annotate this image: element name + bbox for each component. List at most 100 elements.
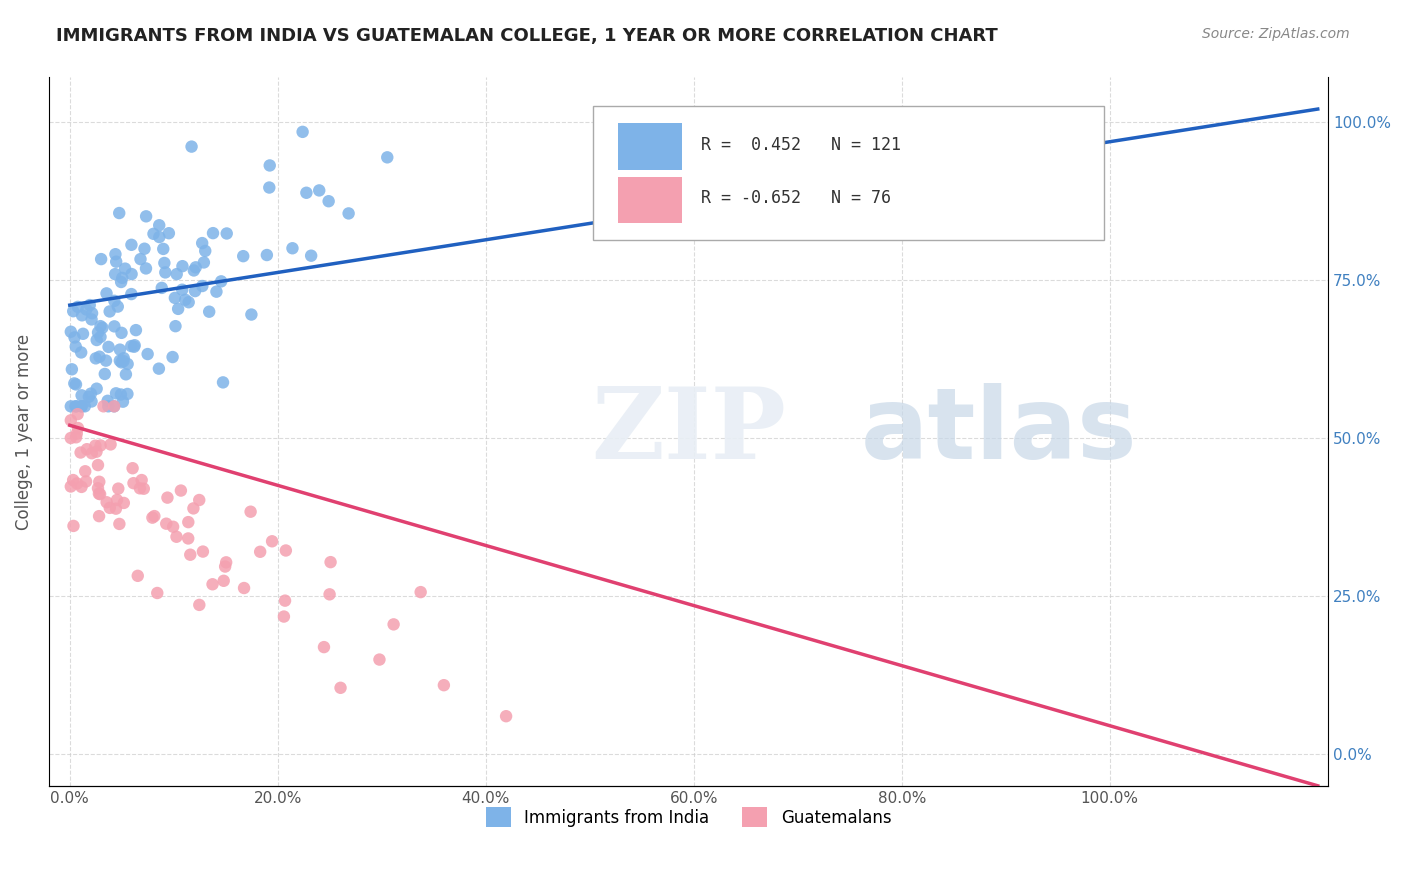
Point [174, 293, 197, 307]
Point [166, 530, 188, 544]
Point [312, 640, 335, 654]
Point [80, 386, 103, 401]
Point [62, 473, 84, 487]
Point [177, 295, 200, 310]
Point [148, 219, 170, 233]
Point [125, 323, 148, 337]
Point [104, 247, 127, 261]
Point [117, 387, 139, 401]
Text: R =  0.452   N = 121: R = 0.452 N = 121 [702, 136, 901, 153]
Point [90, 252, 112, 266]
Point [121, 267, 143, 281]
Point [97, 340, 120, 354]
Point [212, 574, 235, 588]
Point [110, 326, 132, 340]
Point [96, 286, 118, 301]
Point [249, 545, 271, 559]
Point [375, 150, 398, 164]
Point [170, 483, 193, 498]
Point [94, 367, 117, 381]
Point [318, 194, 340, 209]
Text: Source: ZipAtlas.com: Source: ZipAtlas.com [1202, 27, 1350, 41]
Point [142, 227, 165, 241]
Point [65, 400, 87, 414]
Point [172, 259, 194, 273]
Point [89, 319, 111, 334]
Point [87, 509, 110, 524]
Point [188, 598, 211, 612]
Point [433, 678, 456, 692]
Point [66, 421, 89, 435]
Point [70, 345, 93, 359]
Point [75, 302, 97, 317]
Point [76, 442, 98, 457]
Point [121, 461, 143, 475]
Point [112, 351, 135, 366]
Point [66, 476, 89, 491]
Point [194, 244, 217, 258]
Point [114, 261, 136, 276]
Point [97, 400, 120, 414]
Point [155, 516, 177, 531]
Point [141, 510, 163, 524]
Point [59, 400, 82, 414]
Point [84, 351, 107, 366]
Point [163, 291, 186, 305]
Point [73, 400, 96, 414]
Point [150, 281, 173, 295]
Point [120, 287, 142, 301]
Point [63, 376, 86, 391]
Point [180, 139, 202, 153]
Point [295, 186, 318, 200]
Point [201, 577, 224, 591]
Text: atlas: atlas [862, 383, 1137, 480]
Point [84, 439, 107, 453]
Point [65, 377, 87, 392]
Point [98, 500, 121, 515]
Point [167, 301, 190, 316]
Point [166, 267, 188, 281]
Point [70, 400, 93, 414]
Point [100, 437, 122, 451]
Point [89, 350, 111, 364]
Point [165, 319, 187, 334]
Point [117, 357, 139, 371]
FancyBboxPatch shape [592, 106, 1104, 240]
Point [135, 261, 157, 276]
Point [188, 493, 211, 508]
Point [94, 353, 117, 368]
Point [191, 236, 214, 251]
Point [65, 400, 87, 414]
Point [90, 438, 112, 452]
Point [93, 400, 115, 414]
Point [368, 652, 391, 666]
Point [495, 709, 517, 723]
Point [191, 544, 214, 558]
Point [97, 393, 120, 408]
Point [152, 242, 174, 256]
Point [122, 340, 145, 354]
Point [177, 515, 200, 529]
Point [183, 263, 205, 277]
Point [183, 501, 205, 516]
Point [63, 330, 86, 344]
Point [337, 206, 360, 220]
Point [184, 284, 207, 298]
Point [214, 559, 236, 574]
Point [69, 445, 91, 459]
Point [70, 400, 93, 414]
Point [104, 501, 127, 516]
Point [212, 376, 235, 390]
Point [215, 555, 238, 569]
Point [124, 338, 146, 352]
Point [198, 304, 221, 318]
Point [127, 569, 149, 583]
Point [108, 516, 131, 531]
Point [103, 319, 125, 334]
Point [70, 388, 93, 402]
Point [77, 390, 100, 404]
Point [96, 495, 118, 509]
Point [105, 386, 128, 401]
Point [172, 283, 194, 297]
Point [129, 481, 152, 495]
